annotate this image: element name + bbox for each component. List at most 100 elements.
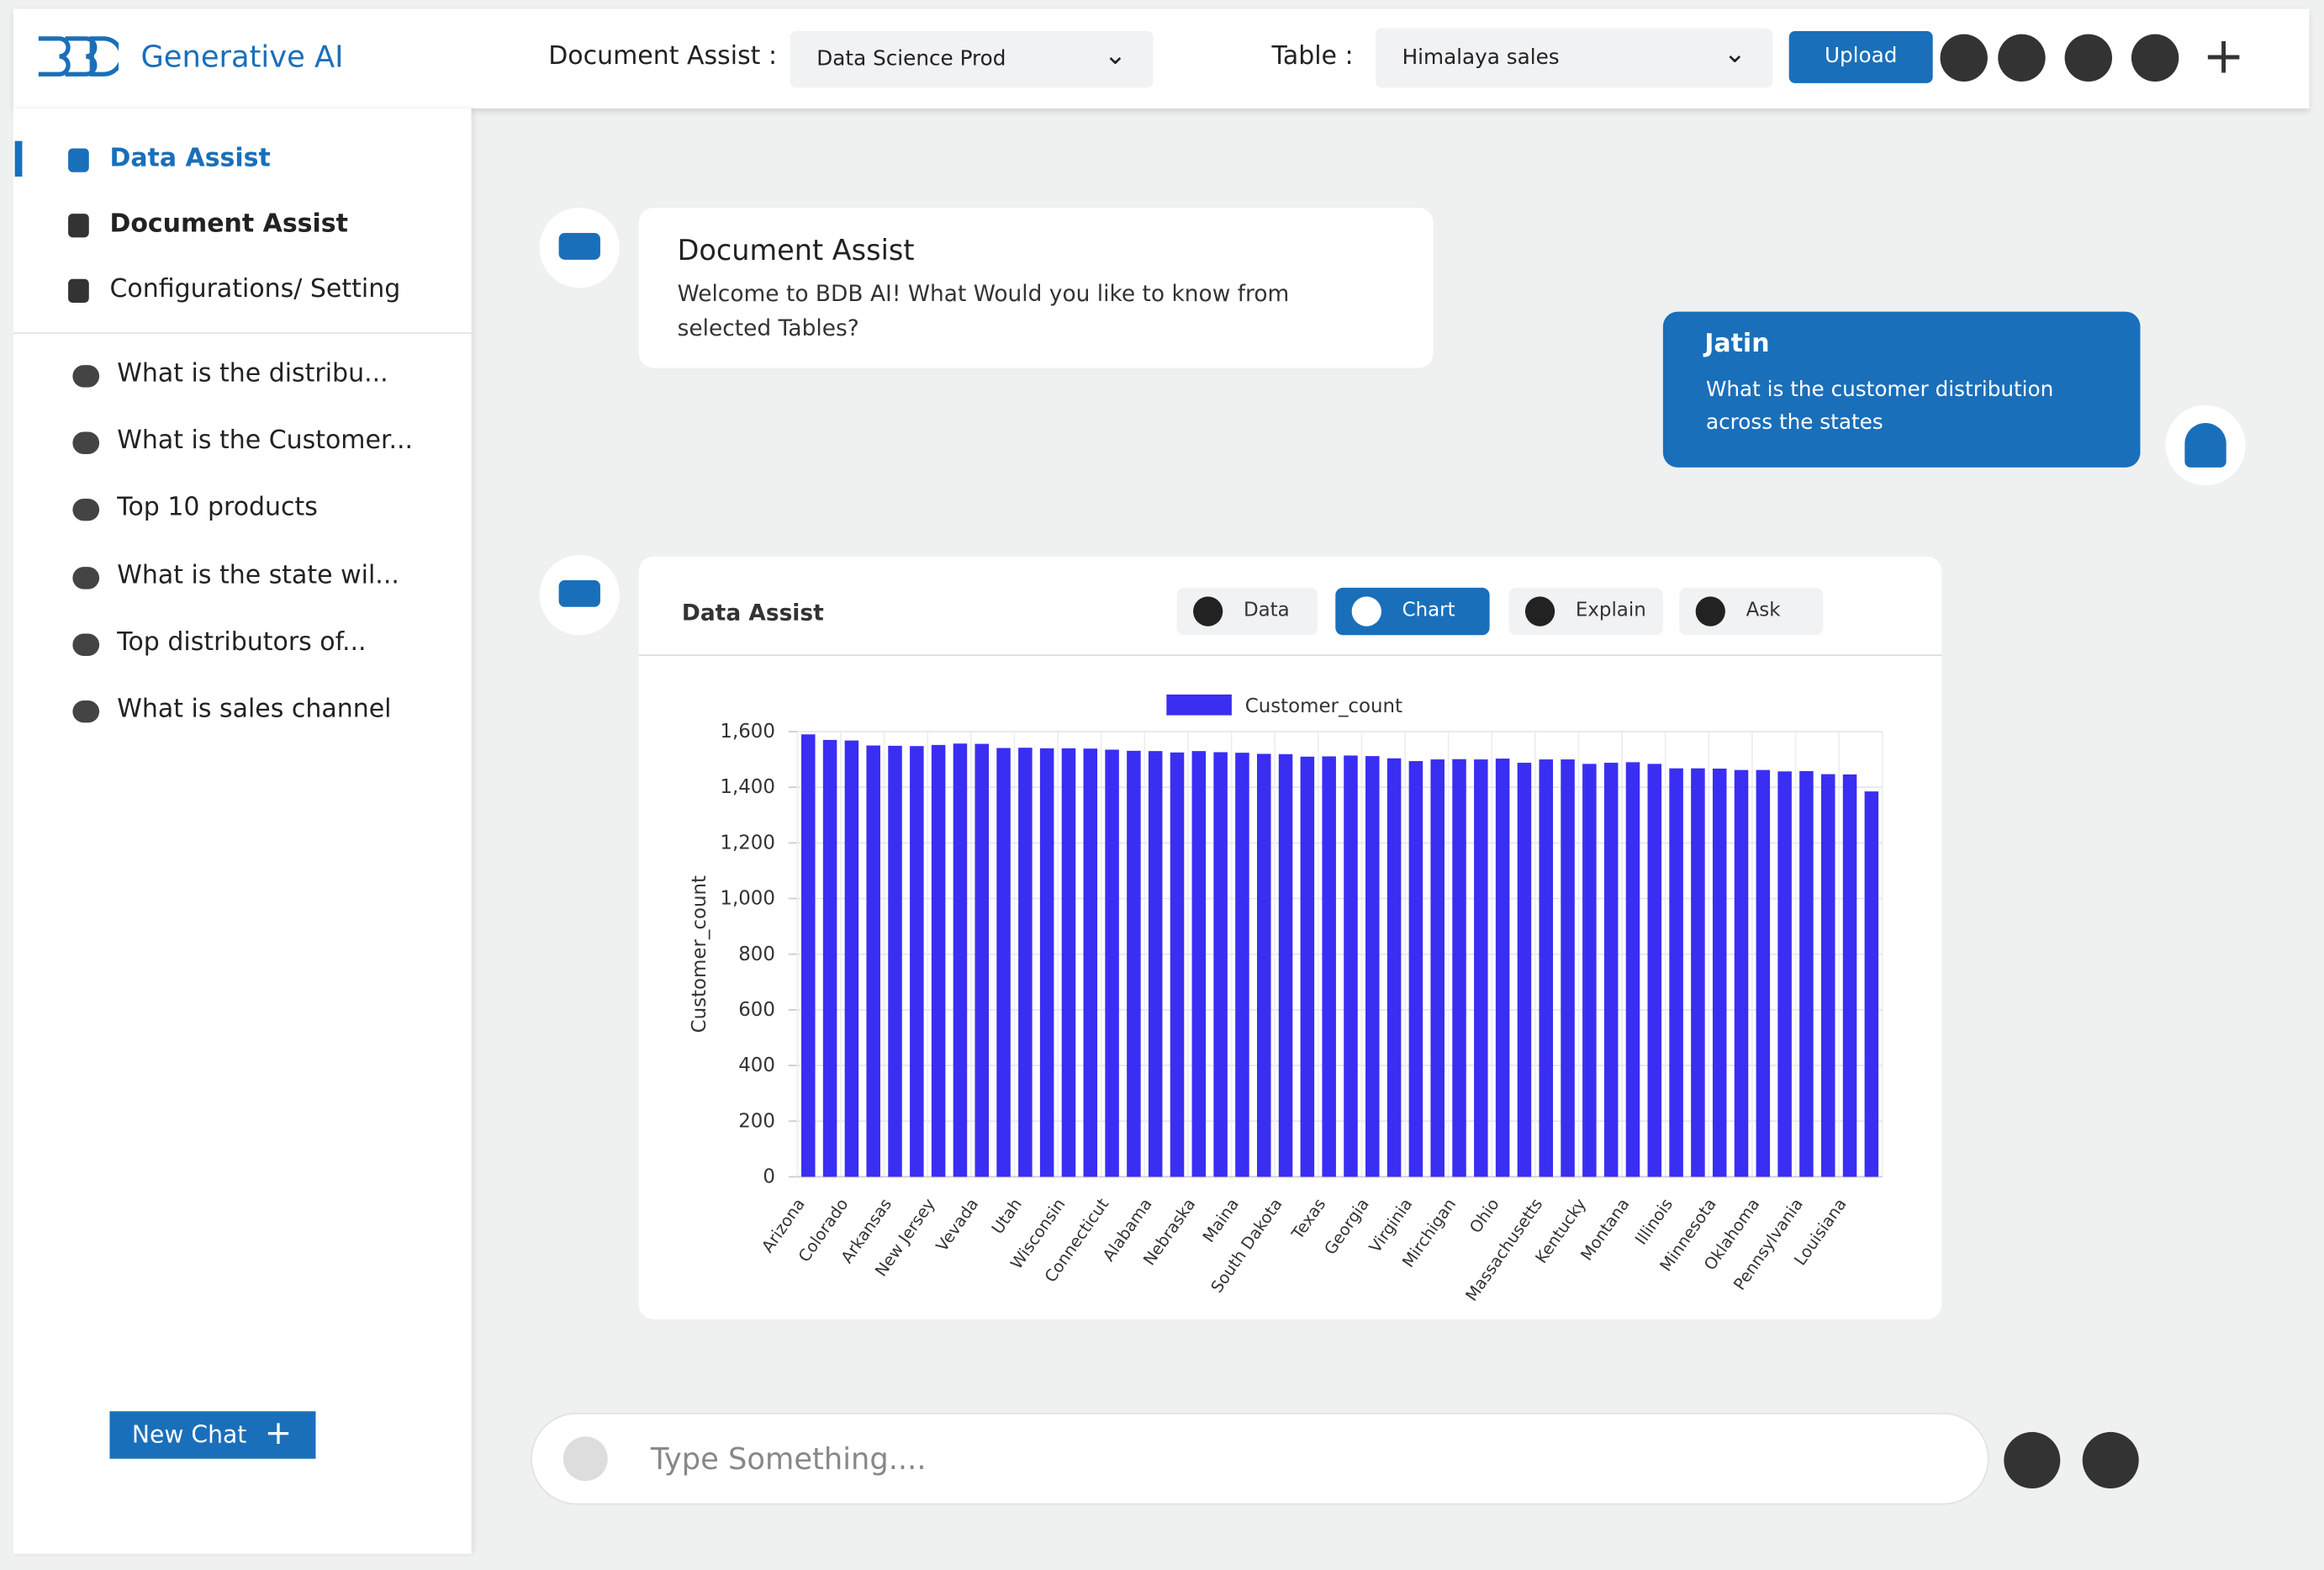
history-item[interactable]: What is the state wil... xyxy=(117,560,399,590)
legend-label: Customer_count xyxy=(1245,695,1402,717)
table-select[interactable]: Himalaya sales ⌄ xyxy=(1375,28,1773,88)
new-chat-button[interactable]: New Chat + xyxy=(109,1411,316,1459)
nav-icon xyxy=(68,278,89,303)
bar xyxy=(1864,791,1879,1177)
add-button[interactable]: + xyxy=(2202,26,2245,87)
refresh-button[interactable] xyxy=(1940,34,1988,82)
mic-button[interactable] xyxy=(2004,1431,2061,1488)
bar xyxy=(931,744,946,1177)
bar xyxy=(1213,752,1228,1177)
bar xyxy=(1170,752,1185,1177)
message-title: Document Assist xyxy=(677,234,915,267)
divider xyxy=(13,332,472,335)
label: Table : xyxy=(1271,41,1354,71)
y-tick-label: 600 xyxy=(738,999,775,1021)
history-item[interactable]: What is the distribu... xyxy=(117,359,388,389)
bar xyxy=(1734,769,1749,1177)
legend-swatch xyxy=(1166,694,1232,716)
bar xyxy=(910,746,924,1177)
history-item[interactable]: Top 10 products xyxy=(117,493,318,523)
bar xyxy=(844,740,859,1177)
divider xyxy=(638,654,1942,656)
label: Document Assist : xyxy=(548,41,778,71)
user-message: Jatin What is the customer distribution … xyxy=(1662,311,2141,468)
y-tick-label: 1,400 xyxy=(720,776,775,798)
button-text: New Chat xyxy=(131,1419,247,1449)
bar xyxy=(1517,763,1532,1177)
document-select[interactable]: Data Science Prod ⌄ xyxy=(790,31,1154,88)
y-tick-label: 1,000 xyxy=(720,888,775,910)
x-tick-label: Utah xyxy=(988,1195,1026,1238)
tab-icon xyxy=(1351,596,1381,626)
message-input[interactable]: Type Something.... xyxy=(531,1412,1989,1505)
y-tick-label: 400 xyxy=(738,1055,775,1076)
chat-icon xyxy=(72,365,100,388)
send-button[interactable] xyxy=(2082,1431,2139,1488)
bar xyxy=(1061,748,1076,1177)
bar xyxy=(1820,774,1835,1177)
bar xyxy=(1712,769,1727,1177)
user-avatar xyxy=(2165,404,2246,486)
bar xyxy=(1777,771,1792,1177)
bot-avatar xyxy=(539,554,620,636)
sidebar xyxy=(13,108,472,1554)
bar xyxy=(1842,774,1857,1177)
chat-icon xyxy=(72,566,100,589)
y-tick-label: 1,600 xyxy=(720,721,775,743)
nav-item[interactable]: Document Assist xyxy=(109,209,348,240)
bar xyxy=(1561,759,1575,1177)
bar xyxy=(1300,756,1315,1177)
history-item[interactable]: Top distributors of... xyxy=(117,627,367,658)
tab-icon xyxy=(1193,596,1223,626)
bar xyxy=(1256,753,1271,1177)
bar xyxy=(1582,764,1597,1177)
bar xyxy=(801,734,816,1177)
select-text: Himalaya sales xyxy=(1402,45,1560,70)
history-item[interactable]: What is sales channel xyxy=(117,694,392,725)
icon-button[interactable] xyxy=(2064,34,2112,82)
chat-icon xyxy=(72,633,100,656)
bar xyxy=(1235,753,1249,1177)
x-tick-label: Texas xyxy=(1287,1195,1329,1244)
message-text: What is the customer distribution across… xyxy=(1705,378,2054,436)
nav-item[interactable]: Configurations/ Setting xyxy=(109,274,401,304)
bar xyxy=(996,748,1011,1177)
bar xyxy=(1191,751,1207,1177)
select-text: Data Science Prod xyxy=(816,47,1006,71)
bar xyxy=(888,745,902,1177)
user-name: Jatin xyxy=(1704,329,1770,360)
active-indicator xyxy=(14,140,23,177)
bar xyxy=(1083,748,1098,1177)
y-tick-label: 800 xyxy=(738,944,775,965)
x-tick-label: Maina xyxy=(1199,1195,1243,1246)
bar xyxy=(1344,755,1358,1177)
bar xyxy=(1452,759,1466,1177)
card-title: Data Assist xyxy=(681,599,824,626)
nav-icon xyxy=(68,148,89,172)
bar xyxy=(1625,762,1640,1177)
bar xyxy=(822,739,837,1177)
icon-button[interactable] xyxy=(2131,34,2179,82)
nav-item[interactable]: Data Assist xyxy=(109,144,271,174)
placeholder: Type Something.... xyxy=(650,1440,927,1477)
bar xyxy=(866,745,880,1177)
bar xyxy=(953,743,968,1177)
x-tick-label: Illinois xyxy=(1631,1195,1677,1249)
y-tick-label: 0 xyxy=(763,1166,775,1187)
bot-message: Document Assist Welcome to BDB AI! What … xyxy=(638,208,1434,368)
bar xyxy=(1386,758,1402,1177)
y-tick-label: 1,200 xyxy=(720,832,775,854)
bar xyxy=(1365,756,1380,1177)
upload-button[interactable]: Upload xyxy=(1788,31,1933,83)
nav-icon xyxy=(68,214,89,238)
tab[interactable]: Chart xyxy=(1335,587,1490,636)
history-item[interactable]: What is the Customer... xyxy=(117,426,414,457)
bar xyxy=(1322,756,1336,1177)
bar xyxy=(1799,770,1814,1177)
bar xyxy=(1669,768,1683,1177)
bot-avatar xyxy=(539,208,620,288)
view-button[interactable] xyxy=(1998,34,2046,82)
bar xyxy=(1603,763,1619,1177)
bar xyxy=(1539,759,1553,1177)
